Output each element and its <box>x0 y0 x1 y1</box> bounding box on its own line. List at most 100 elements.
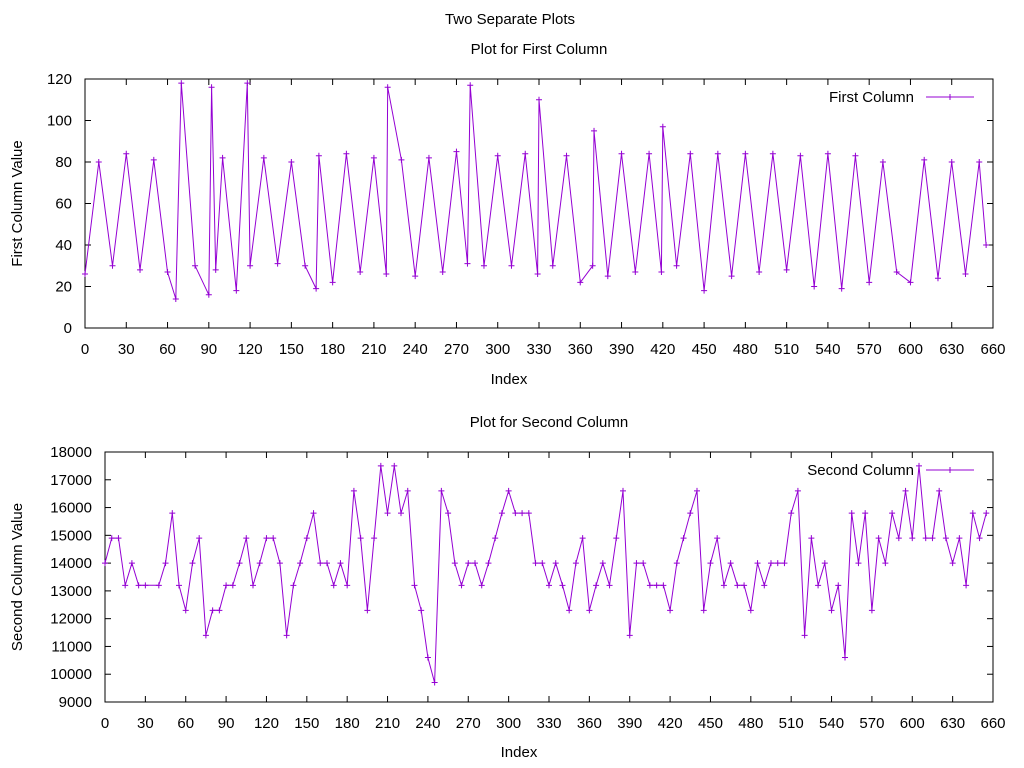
x-tick-label: 30 <box>118 341 135 358</box>
legend-marker <box>947 467 953 473</box>
x-tick-label: 60 <box>159 341 176 358</box>
data-point <box>842 654 848 661</box>
data-point <box>956 535 963 542</box>
data-point <box>485 560 492 567</box>
data-point <box>620 487 626 494</box>
data-point <box>701 287 708 294</box>
y-tick-label: 20 <box>55 279 72 296</box>
data-point <box>270 535 277 542</box>
data-point <box>532 560 539 567</box>
data-point <box>618 150 625 157</box>
data-point <box>742 150 749 157</box>
data-point <box>976 159 983 165</box>
data-point <box>783 266 790 273</box>
data-point <box>108 535 115 542</box>
y-tick-label: 9000 <box>59 694 92 711</box>
data-point <box>969 510 976 517</box>
data-point <box>828 607 835 614</box>
data-point <box>687 150 694 157</box>
x-tick-label: 240 <box>403 341 428 358</box>
data-point <box>667 607 674 614</box>
data-point <box>572 560 579 567</box>
data-point <box>411 582 418 589</box>
data-point <box>660 582 667 589</box>
data-point <box>769 150 776 157</box>
data-point <box>734 582 741 589</box>
x-tick-label: 120 <box>254 715 279 732</box>
data-point <box>936 487 943 494</box>
x-tick-label: 450 <box>698 715 723 732</box>
data-point <box>451 560 458 567</box>
data-point <box>357 268 364 275</box>
data-point <box>162 560 169 567</box>
x-tick-label: 0 <box>81 341 89 358</box>
data-point <box>256 560 263 567</box>
data-point <box>176 582 182 589</box>
x-tick-label: 90 <box>200 341 217 358</box>
x-tick-label: 480 <box>733 341 758 358</box>
data-point <box>150 156 157 163</box>
data-point <box>591 127 598 134</box>
y-tick-label: 17000 <box>50 472 92 489</box>
data-point <box>949 560 956 567</box>
data-point <box>659 123 666 130</box>
legend-marker <box>947 94 953 100</box>
x-tick-label: 540 <box>815 341 840 358</box>
data-point <box>552 560 559 567</box>
data-point <box>302 262 309 269</box>
data-point <box>626 632 633 639</box>
data-point <box>492 535 499 542</box>
data-point <box>216 607 223 614</box>
x-tick-label: 330 <box>526 341 551 358</box>
x-tick-label: 570 <box>859 715 884 732</box>
data-point <box>525 510 532 517</box>
data-point <box>929 535 936 542</box>
data-point <box>398 510 404 517</box>
data-point <box>646 150 653 157</box>
data-point <box>212 266 219 273</box>
x-axis-label: Index <box>501 744 538 761</box>
data-point <box>142 582 149 589</box>
data-point <box>464 260 471 267</box>
data-point <box>192 262 199 269</box>
data-point <box>577 279 584 286</box>
data-point <box>329 279 336 286</box>
data-point <box>122 582 129 589</box>
data-point <box>250 582 256 589</box>
data-point <box>205 291 212 298</box>
data-point <box>879 159 886 165</box>
data-point <box>357 535 364 542</box>
x-tick-label: 390 <box>609 341 634 358</box>
data-point <box>586 607 593 614</box>
data-point <box>398 156 405 163</box>
data-point <box>288 159 295 165</box>
x-tick-label: 30 <box>137 715 154 732</box>
y-tick-label: 10000 <box>50 666 92 683</box>
plots-container: Plot for First Column 0 30 60 90 120 150 180 210… <box>9 41 1006 761</box>
data-point <box>728 273 735 280</box>
data-point <box>494 152 501 159</box>
x-tick-label: 420 <box>650 341 675 358</box>
x-tick-label: 180 <box>335 715 360 732</box>
data-point <box>754 560 761 567</box>
data-point <box>559 582 566 589</box>
data-point <box>313 285 320 292</box>
y-axis-label: Second Column Value <box>9 503 26 651</box>
y-axis-label: First Column Value <box>9 140 26 266</box>
data-point <box>862 510 869 517</box>
x-tick-label: 210 <box>375 715 400 732</box>
data-point <box>522 150 529 157</box>
x-tick-label: 630 <box>939 341 964 358</box>
data-point <box>290 582 297 589</box>
x-tick-label: 300 <box>485 341 510 358</box>
data-point <box>310 510 317 517</box>
data-point <box>196 535 203 542</box>
data-point <box>82 271 88 278</box>
data-point <box>480 262 487 269</box>
data-point <box>283 632 290 639</box>
x-tick-label: 600 <box>898 341 923 358</box>
x-tick-label: 150 <box>279 341 304 358</box>
data-point <box>330 582 337 589</box>
data-point <box>498 510 505 517</box>
x-tick-label: 660 <box>980 341 1005 358</box>
